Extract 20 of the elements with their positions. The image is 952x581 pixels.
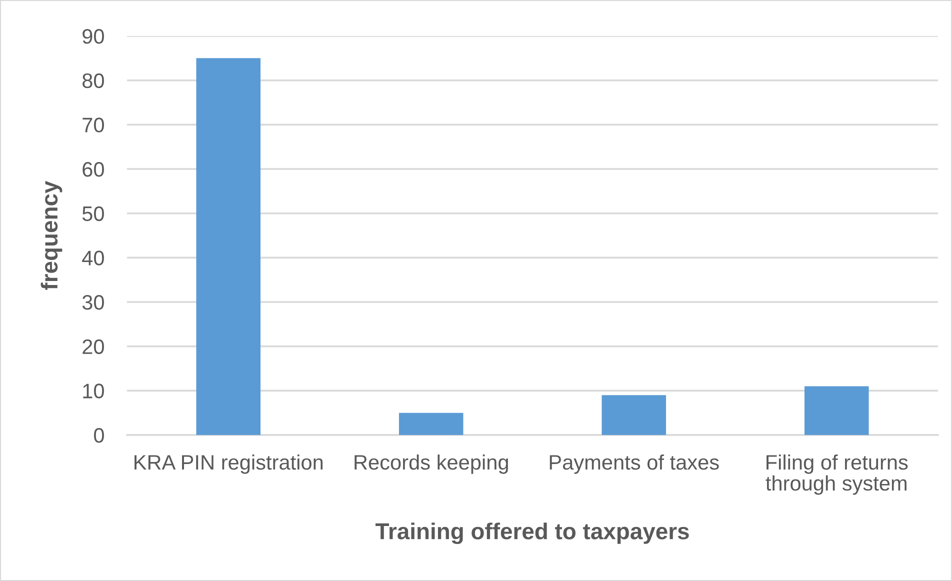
- x-tick-label: Payments of taxes: [550, 454, 719, 474]
- y-tick-label: 90: [82, 29, 104, 44]
- y-axis-title: frequency: [40, 180, 62, 290]
- y-tick-label: 60: [82, 162, 104, 177]
- x-axis-title: Training offered to taxpayers: [375, 522, 689, 544]
- bar: [398, 412, 464, 435]
- y-tick-label: 0: [94, 428, 104, 443]
- bar: [196, 58, 261, 435]
- y-tick-label: 50: [82, 206, 104, 222]
- y-tick-label: 20: [82, 339, 104, 354]
- x-tick-label: Filing of returns through system: [766, 454, 908, 495]
- y-tick-label: 30: [82, 295, 104, 310]
- bar: [602, 395, 666, 435]
- y-tick-label: 10: [83, 384, 104, 398]
- x-tick-label: Records keeping: [354, 454, 508, 474]
- y-tick-label: 40: [82, 250, 104, 266]
- y-tick-label: 70: [82, 118, 104, 132]
- x-tick-label: KRA PIN registration: [134, 454, 323, 474]
- y-tick-label: 80: [82, 73, 104, 88]
- bar: [804, 386, 869, 435]
